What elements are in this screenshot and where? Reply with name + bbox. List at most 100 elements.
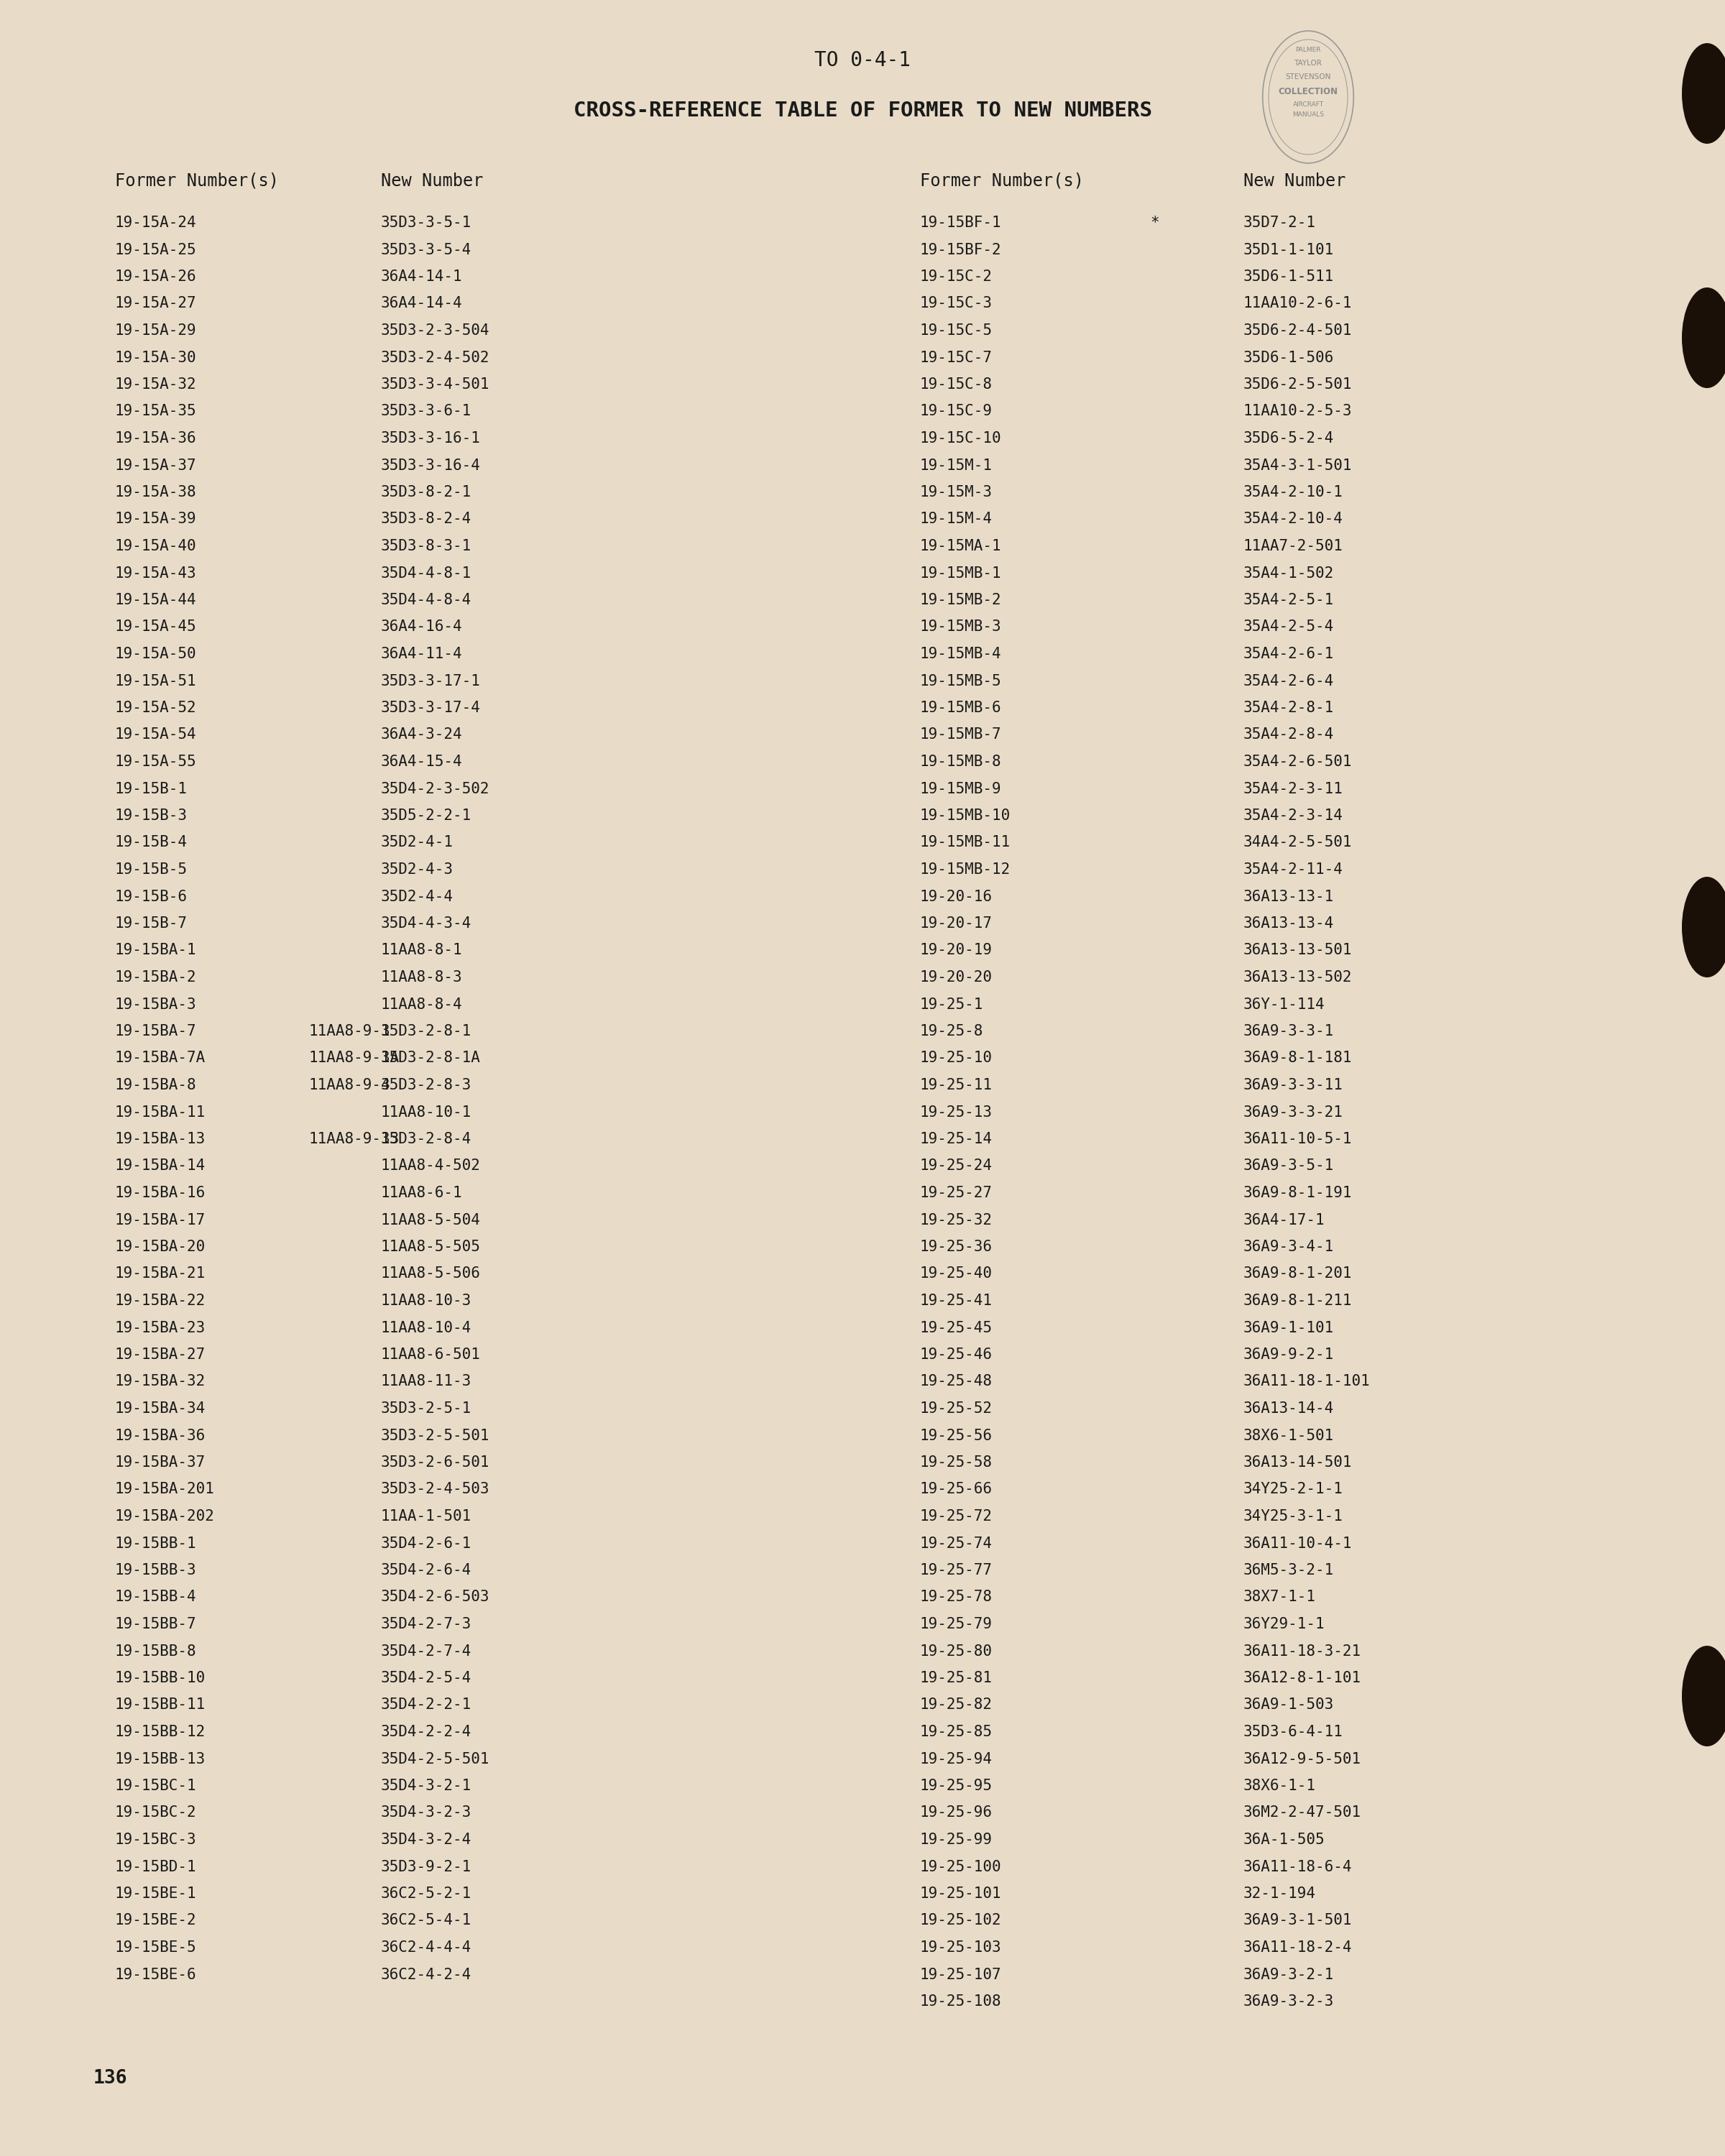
- Text: 19-15A-37: 19-15A-37: [116, 459, 197, 472]
- Text: 11AA8-6-501: 11AA8-6-501: [381, 1348, 481, 1363]
- Text: 11AA7-2-501: 11AA7-2-501: [1244, 539, 1344, 554]
- Text: AIRCRAFT: AIRCRAFT: [1292, 101, 1323, 108]
- Text: 36A13-14-4: 36A13-14-4: [1244, 1401, 1333, 1416]
- Text: MANUALS: MANUALS: [1292, 112, 1325, 119]
- Text: 19-25-82: 19-25-82: [919, 1699, 992, 1712]
- Text: 35D1-1-101: 35D1-1-101: [1244, 244, 1333, 257]
- Text: 19-20-19: 19-20-19: [919, 944, 992, 957]
- Text: 36A13-13-4: 36A13-13-4: [1244, 916, 1333, 931]
- Text: 19-15BE-6: 19-15BE-6: [116, 1966, 197, 1981]
- Text: 36A9-1-503: 36A9-1-503: [1244, 1699, 1333, 1712]
- Text: 19-15C-9: 19-15C-9: [919, 405, 992, 418]
- Text: 19-15BA-27: 19-15BA-27: [116, 1348, 205, 1363]
- Text: 35D3-2-8-1: 35D3-2-8-1: [381, 1024, 471, 1039]
- Text: 36A11-18-3-21: 36A11-18-3-21: [1244, 1643, 1361, 1658]
- Text: 19-15MB-7: 19-15MB-7: [919, 729, 1002, 742]
- Text: 35D3-3-17-4: 35D3-3-17-4: [381, 701, 481, 716]
- Text: 19-15BA-7: 19-15BA-7: [116, 1024, 197, 1039]
- Text: 19-15MB-4: 19-15MB-4: [919, 647, 1002, 662]
- Text: 19-15MB-8: 19-15MB-8: [919, 755, 1002, 770]
- Text: 35D2-4-1: 35D2-4-1: [381, 837, 454, 849]
- Text: 36C2-4-2-4: 36C2-4-2-4: [381, 1966, 471, 1981]
- Text: 35A4-2-10-1: 35A4-2-10-1: [1244, 485, 1344, 500]
- Text: 19-25-52: 19-25-52: [919, 1401, 992, 1416]
- Text: 36A12-9-5-501: 36A12-9-5-501: [1244, 1751, 1361, 1766]
- Text: 19-25-11: 19-25-11: [919, 1078, 992, 1093]
- Text: 11AA10-2-5-3: 11AA10-2-5-3: [1244, 405, 1352, 418]
- Text: 35D4-3-2-1: 35D4-3-2-1: [381, 1779, 471, 1794]
- Text: 38X6-1-1: 38X6-1-1: [1244, 1779, 1316, 1794]
- Text: 11AA8-8-1: 11AA8-8-1: [381, 944, 462, 957]
- Text: 19-15BA-2: 19-15BA-2: [116, 970, 197, 985]
- Text: 19-25-10: 19-25-10: [919, 1052, 992, 1065]
- Text: 35D6-1-511: 35D6-1-511: [1244, 270, 1333, 285]
- Text: COLLECTION: COLLECTION: [1278, 86, 1339, 97]
- Text: 35D3-3-17-1: 35D3-3-17-1: [381, 673, 481, 688]
- Text: 11AA10-2-6-1: 11AA10-2-6-1: [1244, 298, 1352, 310]
- Text: 19-15BA-202: 19-15BA-202: [116, 1509, 216, 1524]
- Text: 35D4-3-2-4: 35D4-3-2-4: [381, 1833, 471, 1848]
- Text: 19-15B-7: 19-15B-7: [116, 916, 188, 931]
- Text: 19-15BB-4: 19-15BB-4: [116, 1591, 197, 1604]
- Text: 19-15MB-12: 19-15MB-12: [919, 862, 1011, 877]
- Text: 19-25-48: 19-25-48: [919, 1376, 992, 1388]
- Text: 19-15A-35: 19-15A-35: [116, 405, 197, 418]
- Text: 19-15BF-2: 19-15BF-2: [919, 244, 1002, 257]
- Text: 35D5-2-2-1: 35D5-2-2-1: [381, 808, 471, 824]
- Text: 19-15BC-1: 19-15BC-1: [116, 1779, 197, 1794]
- Text: STEVENSON: STEVENSON: [1285, 73, 1332, 80]
- Text: 19-15A-24: 19-15A-24: [116, 216, 197, 231]
- Text: 36A13-14-501: 36A13-14-501: [1244, 1455, 1352, 1470]
- Text: 35D3-2-3-504: 35D3-2-3-504: [381, 323, 490, 338]
- Text: 19-25-1: 19-25-1: [919, 996, 983, 1011]
- Text: 11AA-1-501: 11AA-1-501: [381, 1509, 471, 1524]
- Text: 36A4-11-4: 36A4-11-4: [381, 647, 462, 662]
- Text: 35A4-2-6-501: 35A4-2-6-501: [1244, 755, 1352, 770]
- Text: TAYLOR: TAYLOR: [1294, 60, 1321, 67]
- Text: 35D3-3-5-1: 35D3-3-5-1: [381, 216, 471, 231]
- Text: 35D3-6-4-11: 35D3-6-4-11: [1244, 1725, 1344, 1740]
- Text: 35D4-2-7-3: 35D4-2-7-3: [381, 1617, 471, 1632]
- Text: 35A4-2-8-1: 35A4-2-8-1: [1244, 701, 1333, 716]
- Text: 35D3-2-5-1: 35D3-2-5-1: [381, 1401, 471, 1416]
- Text: 35D3-8-2-4: 35D3-8-2-4: [381, 513, 471, 526]
- Text: 35A4-2-3-11: 35A4-2-3-11: [1244, 783, 1344, 796]
- Text: 19-15BA-14: 19-15BA-14: [116, 1160, 205, 1173]
- Text: 19-20-16: 19-20-16: [919, 888, 992, 903]
- Text: 36A9-3-2-1: 36A9-3-2-1: [1244, 1966, 1333, 1981]
- Text: 19-15BA-21: 19-15BA-21: [116, 1268, 205, 1281]
- Ellipse shape: [1682, 43, 1725, 144]
- Text: CROSS-REFERENCE TABLE OF FORMER TO NEW NUMBERS: CROSS-REFERENCE TABLE OF FORMER TO NEW N…: [573, 101, 1152, 121]
- Text: 36A9-3-2-3: 36A9-3-2-3: [1244, 1994, 1333, 2009]
- Ellipse shape: [1682, 287, 1725, 388]
- Text: 35D2-4-4: 35D2-4-4: [381, 888, 454, 903]
- Text: 19-15BA-11: 19-15BA-11: [116, 1104, 205, 1119]
- Text: 19-15MB-10: 19-15MB-10: [919, 808, 1011, 824]
- Text: *: *: [1151, 216, 1159, 231]
- Text: 19-15A-29: 19-15A-29: [116, 323, 197, 338]
- Text: 32-1-194: 32-1-194: [1244, 1886, 1316, 1902]
- Text: 19-15C-5: 19-15C-5: [919, 323, 992, 338]
- Text: 35A4-1-502: 35A4-1-502: [1244, 567, 1333, 580]
- Text: 11AA8-4-502: 11AA8-4-502: [381, 1160, 481, 1173]
- Text: 19-15BF-1: 19-15BF-1: [919, 216, 1002, 231]
- Text: 34Y25-2-1-1: 34Y25-2-1-1: [1244, 1483, 1344, 1496]
- Text: 19-15C-7: 19-15C-7: [919, 349, 992, 364]
- Text: 36A12-8-1-101: 36A12-8-1-101: [1244, 1671, 1361, 1686]
- Text: 19-20-20: 19-20-20: [919, 970, 992, 985]
- Text: 36A4-15-4: 36A4-15-4: [381, 755, 462, 770]
- Text: 11AA8-8-4: 11AA8-8-4: [381, 996, 462, 1011]
- Text: 35D7-2-1: 35D7-2-1: [1244, 216, 1316, 231]
- Text: 19-15BA-22: 19-15BA-22: [116, 1294, 205, 1309]
- Text: 36A13-13-502: 36A13-13-502: [1244, 970, 1352, 985]
- Text: 35D3-2-5-501: 35D3-2-5-501: [381, 1429, 490, 1442]
- Text: 19-15A-39: 19-15A-39: [116, 513, 197, 526]
- Text: 19-15BD-1: 19-15BD-1: [116, 1858, 197, 1874]
- Text: 19-15C-3: 19-15C-3: [919, 298, 992, 310]
- Text: 19-15B-3: 19-15B-3: [116, 808, 188, 824]
- Text: 36A9-3-3-21: 36A9-3-3-21: [1244, 1104, 1344, 1119]
- Text: 36C2-5-4-1: 36C2-5-4-1: [381, 1915, 471, 1927]
- Text: 36A11-18-2-4: 36A11-18-2-4: [1244, 1940, 1352, 1955]
- Text: 36A4-14-4: 36A4-14-4: [381, 298, 462, 310]
- Text: 35D3-3-6-1: 35D3-3-6-1: [381, 405, 471, 418]
